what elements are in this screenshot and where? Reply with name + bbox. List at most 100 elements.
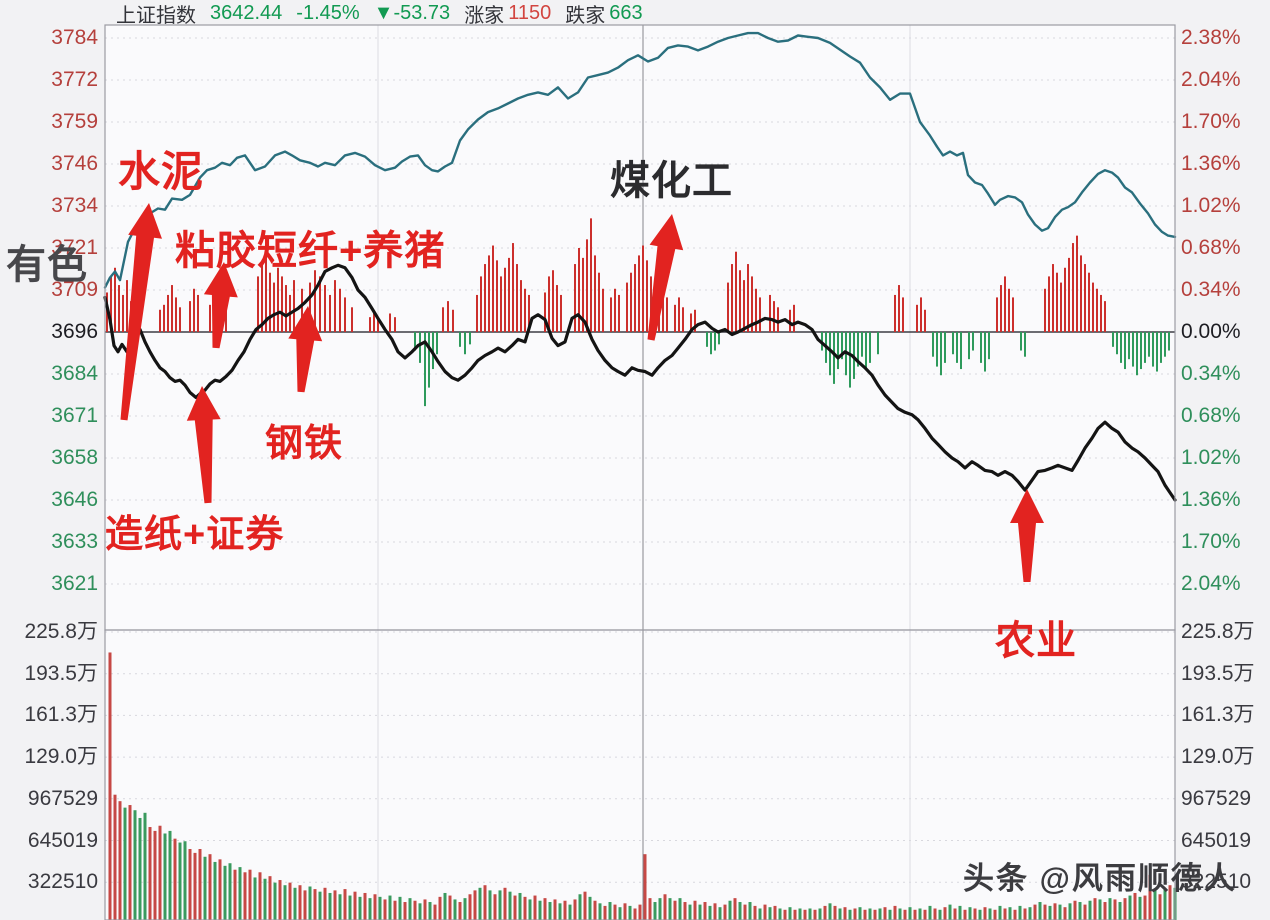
volume-bar — [793, 909, 797, 920]
volume-bar — [268, 876, 272, 920]
volume-bar — [428, 902, 432, 920]
ad-bar — [626, 282, 628, 332]
volume-bar — [518, 892, 522, 920]
percent-axis-label: 1.36% — [1181, 152, 1241, 175]
ad-bar — [261, 264, 263, 332]
volume-bar — [323, 887, 327, 920]
annotation-arrow — [203, 262, 238, 349]
volume-bar — [403, 902, 407, 920]
ad-bar — [334, 280, 336, 332]
ad-bar — [452, 309, 454, 332]
ad-bar — [189, 301, 191, 332]
volume-bar — [778, 908, 782, 920]
ad-bar — [837, 332, 839, 370]
volume-axis-label-right: 967529 — [1181, 786, 1252, 810]
ad-bar — [1088, 272, 1090, 332]
volume-bar — [118, 801, 122, 920]
volume-bar — [623, 903, 627, 920]
volume-bar — [163, 833, 167, 920]
ad-bar — [269, 272, 271, 332]
ad-bar — [118, 285, 120, 332]
ad-bar — [857, 332, 859, 367]
advancers-label: 涨家 — [464, 4, 505, 27]
volume-bar — [423, 899, 427, 920]
volume-bar — [128, 805, 132, 920]
volume-bar — [198, 849, 202, 920]
ad-bar — [894, 294, 896, 332]
ad-bar — [1024, 332, 1026, 357]
ad-bar — [1132, 332, 1134, 367]
ad-bar — [110, 276, 112, 332]
volume-bar — [648, 898, 652, 920]
volume-bar — [888, 909, 892, 920]
volume-bar — [153, 830, 157, 920]
volume-bar — [138, 817, 142, 920]
volume-bar — [728, 900, 732, 920]
volume-bar — [933, 908, 937, 920]
price-axis-label: 3709 — [51, 278, 98, 301]
volume-bar — [173, 838, 177, 920]
sector-annotation: 煤化工 — [610, 159, 733, 203]
ad-bar — [548, 276, 550, 332]
volume-bar — [483, 885, 487, 920]
volume-bar — [183, 841, 187, 920]
ad-bar — [662, 288, 664, 332]
ad-bar — [1060, 282, 1062, 332]
volume-bar — [1108, 898, 1112, 920]
ad-bar — [747, 264, 749, 332]
volume-bar — [1048, 905, 1052, 920]
percent-axis-label: 1.36% — [1181, 488, 1241, 511]
volume-bar — [1123, 898, 1127, 920]
volume-bar — [293, 887, 297, 920]
volume-bar — [148, 827, 152, 920]
volume-bar — [468, 894, 472, 920]
volume-bar — [193, 852, 197, 920]
reference-line — [103, 31, 1177, 289]
volume-bar — [723, 904, 727, 920]
volume-bar — [1118, 902, 1122, 920]
ad-bar — [1148, 332, 1150, 357]
volume-bar — [573, 899, 577, 920]
ad-bar — [293, 280, 295, 332]
volume-bar — [948, 904, 952, 920]
ad-bar — [309, 282, 311, 332]
ad-bar — [209, 304, 211, 332]
ad-bar — [793, 304, 795, 332]
ad-bar — [984, 332, 986, 372]
ad-bar — [544, 292, 546, 332]
volume-bar — [143, 812, 147, 920]
volume-bar — [808, 908, 812, 920]
ad-bar — [1012, 297, 1014, 332]
ad-bar — [650, 276, 652, 332]
ad-bar — [339, 288, 341, 332]
volume-bar — [1138, 896, 1142, 920]
volume-bar — [593, 900, 597, 920]
annotation-arrow — [120, 203, 162, 421]
sh-index-line — [103, 263, 1177, 502]
price-axis-label: 3633 — [51, 530, 98, 553]
volume-bar — [1078, 902, 1082, 920]
price-axis-label: 3784 — [51, 26, 98, 49]
volume-bar — [738, 902, 742, 920]
ad-bar — [442, 307, 444, 332]
volume-bar — [203, 856, 207, 920]
ad-bar — [710, 332, 712, 355]
ad-bar — [666, 297, 668, 332]
ad-bar — [920, 297, 922, 332]
volume-bar — [863, 909, 867, 920]
volume-bar — [758, 908, 762, 920]
volume-bar — [813, 909, 817, 920]
volume-bar — [1133, 892, 1137, 920]
ad-bar — [1044, 288, 1046, 332]
volume-bar — [638, 904, 642, 920]
ad-bar — [1052, 264, 1054, 332]
ad-bar — [944, 332, 946, 363]
volume-bar — [898, 908, 902, 920]
volume-bar — [453, 899, 457, 920]
ad-bar — [739, 270, 741, 332]
ad-bar — [1140, 332, 1142, 370]
volume-bar — [1053, 903, 1057, 920]
ad-bar — [769, 294, 771, 332]
volume-bar — [653, 902, 657, 920]
